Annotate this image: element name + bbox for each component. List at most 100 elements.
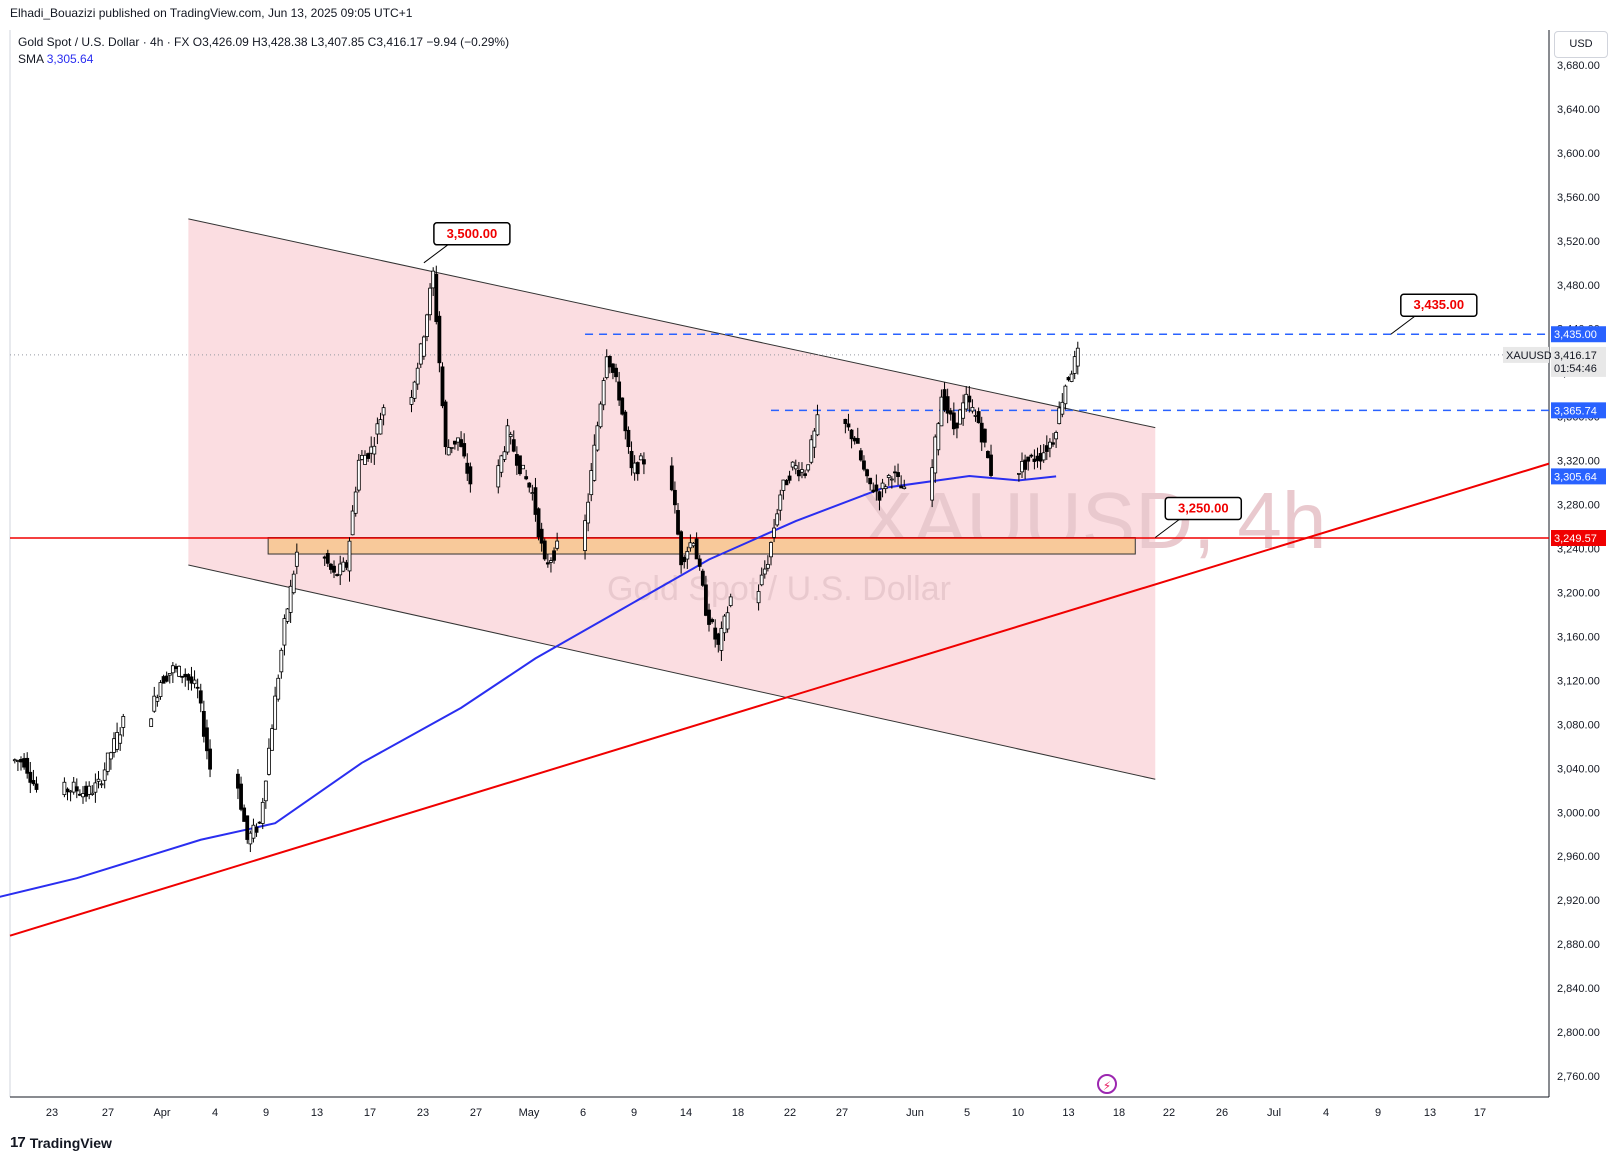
candle-body <box>964 393 969 410</box>
candle-body <box>90 792 95 795</box>
candle-body <box>855 438 860 444</box>
candle-body <box>1072 356 1077 374</box>
price-tag-bg-3 <box>1551 468 1606 485</box>
candle-body <box>945 396 950 414</box>
callout-text-0: 3,500.00 <box>447 226 498 241</box>
candle-body <box>896 472 900 478</box>
candle-body <box>549 560 553 563</box>
candle-body <box>22 758 27 768</box>
time-tick: 27 <box>102 1107 114 1119</box>
candle-body <box>970 407 975 412</box>
candle-body <box>456 437 460 443</box>
candle-body <box>682 556 687 563</box>
candle-body <box>787 475 792 481</box>
price-tick: 2,880.00 <box>1557 939 1600 951</box>
change-value: −9.94 (−0.29%) <box>426 35 510 49</box>
candle-body <box>1066 377 1071 381</box>
sma-value: 3,305.64 <box>46 52 94 66</box>
candle-body <box>81 793 85 798</box>
candle-body <box>12 759 17 762</box>
price-tick: 3,480.00 <box>1557 280 1600 292</box>
candle-body <box>322 556 327 559</box>
candle-body <box>291 573 296 594</box>
candle-body <box>973 415 978 417</box>
channel-lower-line <box>188 564 1156 780</box>
candle-body <box>372 445 377 455</box>
candle-body <box>186 674 191 681</box>
candle-body <box>1044 445 1049 452</box>
candle-body <box>694 538 699 560</box>
price-tag-label-0: 3,435.00 <box>1554 329 1597 341</box>
candle-body <box>1026 456 1031 462</box>
candle-body <box>803 473 807 476</box>
candle-body <box>812 430 817 448</box>
price-tick: 3,160.00 <box>1557 631 1600 643</box>
candle-body <box>601 380 606 406</box>
price-tick: 3,080.00 <box>1557 719 1600 731</box>
candle-body <box>1017 472 1021 475</box>
low-label: L <box>310 35 318 49</box>
candle-body <box>862 460 866 470</box>
candle-body <box>381 407 386 416</box>
candle-body <box>108 752 113 760</box>
price-tick: 3,680.00 <box>1557 60 1600 72</box>
time-tick: 27 <box>836 1107 848 1119</box>
candle-body <box>502 451 507 460</box>
candle-body <box>1054 432 1059 440</box>
sma-row[interactable]: SMA 3,305.64 <box>18 51 509 68</box>
candle-body <box>1051 442 1055 445</box>
candle-body <box>511 439 516 452</box>
channel-upper-line <box>188 218 1156 429</box>
candle-body <box>1035 455 1040 461</box>
candle-body <box>710 619 715 623</box>
candle-body <box>421 336 426 357</box>
candle-body <box>192 679 197 685</box>
candle-body <box>800 469 804 473</box>
candle-body <box>180 675 185 678</box>
callout-box-0 <box>433 222 511 246</box>
candle-body <box>595 425 600 451</box>
candle-body <box>449 447 454 449</box>
candle-body <box>933 436 938 474</box>
lightning-icon[interactable]: ⚡ <box>1097 1074 1117 1094</box>
candle-body <box>722 615 727 634</box>
candle-body <box>552 550 556 561</box>
candle-body <box>84 785 88 797</box>
candle-body <box>865 469 869 477</box>
candle-body <box>418 343 423 365</box>
candle-body <box>254 826 259 833</box>
symbol-description[interactable]: Gold Spot / U.S. Dollar · 4h · FX <box>18 35 190 49</box>
price-tick: 3,560.00 <box>1557 192 1600 204</box>
candle-body <box>781 479 786 491</box>
tradingview-brand[interactable]: 17 TradingView <box>10 1134 112 1151</box>
candle-body <box>428 287 432 316</box>
candle-body <box>267 747 271 775</box>
candle-body <box>499 455 504 473</box>
time-tick: 23 <box>417 1107 429 1119</box>
currency-button[interactable]: USD <box>1554 31 1608 58</box>
candle-body <box>642 459 646 465</box>
candle-body <box>948 410 953 415</box>
price-tick: 3,320.00 <box>1557 456 1600 468</box>
candle-body <box>849 429 854 440</box>
candle-body <box>676 510 680 535</box>
candle-body <box>282 618 287 646</box>
candle-body <box>852 437 857 442</box>
candle-body <box>189 676 194 684</box>
candle-body <box>877 491 882 501</box>
price-tick: 3,000.00 <box>1557 807 1600 819</box>
time-tick: 14 <box>680 1107 692 1119</box>
candle-body <box>257 821 262 824</box>
candle-body <box>347 540 352 572</box>
candle-body <box>1048 441 1052 449</box>
high-label: H <box>252 35 261 49</box>
candle-body <box>868 477 873 485</box>
candle-body <box>332 565 336 573</box>
candle-body <box>158 682 163 697</box>
candle-body <box>961 402 966 419</box>
candle-body <box>198 690 203 704</box>
candle-body <box>843 418 848 424</box>
candle-body <box>514 454 519 466</box>
candle-body <box>967 395 972 403</box>
